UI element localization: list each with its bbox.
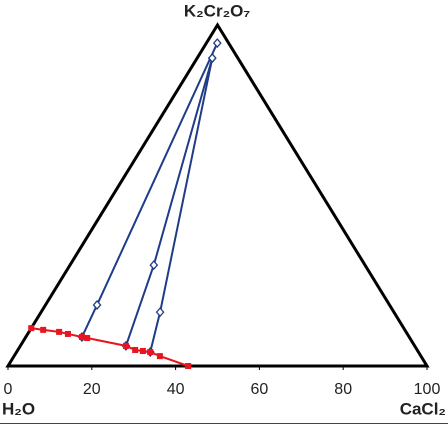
point <box>149 260 159 271</box>
point <box>207 53 217 64</box>
x-tick-label: 0 <box>4 381 13 398</box>
point <box>64 330 71 337</box>
point <box>40 326 47 333</box>
triangle <box>5 22 430 368</box>
point <box>28 325 35 332</box>
solubility-curve <box>31 327 189 367</box>
left-vertex-label: H₂O <box>2 399 35 418</box>
point <box>84 335 91 342</box>
x-tick-label: 40 <box>167 381 185 398</box>
point <box>92 299 102 310</box>
point <box>155 307 165 318</box>
tie-line <box>81 42 219 338</box>
point <box>156 353 163 360</box>
x-tick-label: 60 <box>251 381 269 398</box>
x-tick-label: 20 <box>83 381 101 398</box>
point <box>122 342 129 349</box>
point <box>56 328 63 335</box>
x-tick-label: 80 <box>334 381 352 398</box>
x-tick-label: 100 <box>414 381 441 398</box>
point <box>185 363 192 369</box>
top-vertex-label: K₂Cr₂O₇ <box>184 1 251 20</box>
right-vertex-label: CaCl₂ <box>400 399 446 418</box>
point <box>212 38 222 49</box>
point <box>147 349 154 356</box>
point <box>139 347 146 354</box>
point <box>132 346 139 353</box>
point <box>78 334 85 341</box>
